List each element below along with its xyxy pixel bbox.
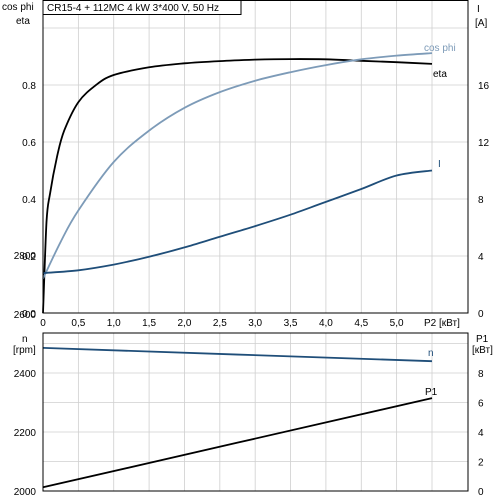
x-tick-label: 0,5 bbox=[71, 318, 85, 329]
y-axis-label-right: [A] bbox=[475, 18, 487, 29]
y-tick-label-right: 8 bbox=[478, 369, 484, 380]
y-tick-label-left: 2400 bbox=[14, 369, 37, 380]
y-tick-label-left: 2200 bbox=[14, 428, 37, 439]
y-tick-label-right: 12 bbox=[478, 138, 490, 149]
chart-title-box bbox=[42, 0, 242, 15]
y-tick-label-right: 4 bbox=[478, 252, 484, 263]
y-tick-label-left: 0.6 bbox=[22, 138, 36, 149]
x-tick-label: 4,5 bbox=[354, 318, 368, 329]
y-axis-label-left: [rpm] bbox=[13, 345, 36, 356]
y-axis-label-right: [кВт] bbox=[472, 345, 493, 356]
y-tick-label-left: 0.0 bbox=[22, 309, 36, 320]
y-tick-label-right: 6 bbox=[478, 399, 484, 410]
x-tick-label: 2,0 bbox=[178, 318, 192, 329]
bottom-plot-frame bbox=[42, 332, 469, 492]
y-axis-label-right: I bbox=[477, 4, 480, 15]
y-tick-label-right: 2 bbox=[478, 458, 484, 469]
x-tick-label: 1,0 bbox=[107, 318, 121, 329]
y-axis-label-left: n bbox=[22, 334, 28, 345]
grid-layer bbox=[43, 0, 468, 491]
x-tick-label: 0 bbox=[40, 318, 46, 329]
x-tick-label: 5,0 bbox=[390, 318, 404, 329]
y-tick-label-right: 4 bbox=[478, 428, 484, 439]
chart-title: CR15-4 + 112MC 4 kW 3*400 V, 50 Hz bbox=[47, 3, 219, 14]
x-tick-label: 1,5 bbox=[142, 318, 156, 329]
series-layer bbox=[42, 52, 433, 489]
y-axis-label-right: P1 bbox=[476, 334, 489, 345]
series-line-I bbox=[42, 169, 433, 274]
series-label-eta: eta bbox=[433, 69, 447, 80]
series-line-P1 bbox=[42, 397, 433, 489]
y-axis-label-left: eta bbox=[16, 16, 30, 27]
series-label-I: I bbox=[438, 159, 441, 170]
x-axis-label: P2 [кВт] bbox=[424, 318, 460, 329]
series-line-n bbox=[42, 347, 433, 363]
y-tick-label-left: 0.2 bbox=[22, 252, 36, 263]
x-tick-label: 4,0 bbox=[319, 318, 333, 329]
y-tick-label-left: 2600 bbox=[14, 310, 37, 321]
y-tick-label-left: 2000 bbox=[14, 487, 37, 498]
y-axis-label-left: cos phi bbox=[2, 2, 34, 13]
x-tick-label: 3,5 bbox=[284, 318, 298, 329]
series-line-eta bbox=[42, 58, 433, 314]
series-label-P1: P1 bbox=[425, 387, 438, 398]
x-tick-label: 2,5 bbox=[213, 318, 227, 329]
y-tick-label-right: 8 bbox=[478, 195, 484, 206]
series-line-cos-phi bbox=[42, 52, 433, 280]
frame-layer bbox=[42, 0, 469, 492]
y-tick-label-left: 0.8 bbox=[22, 81, 36, 92]
text-layer: cos phi eta In P1 CR15-4 + 112MC 4 kW 3*400 … bbox=[2, 0, 493, 498]
y-tick-label-left: 0.4 bbox=[22, 195, 36, 206]
top-plot-frame bbox=[42, 0, 469, 314]
y-tick-label-right: 0 bbox=[478, 309, 484, 320]
y-tick-label-right: 0 bbox=[478, 487, 484, 498]
series-label-cos-phi: cos phi bbox=[424, 43, 456, 54]
series-label-n: n bbox=[428, 348, 434, 359]
y-tick-label-right: 16 bbox=[478, 81, 490, 92]
y-tick-label-left: 2800 bbox=[14, 251, 37, 262]
x-tick-label: 3,0 bbox=[248, 318, 262, 329]
